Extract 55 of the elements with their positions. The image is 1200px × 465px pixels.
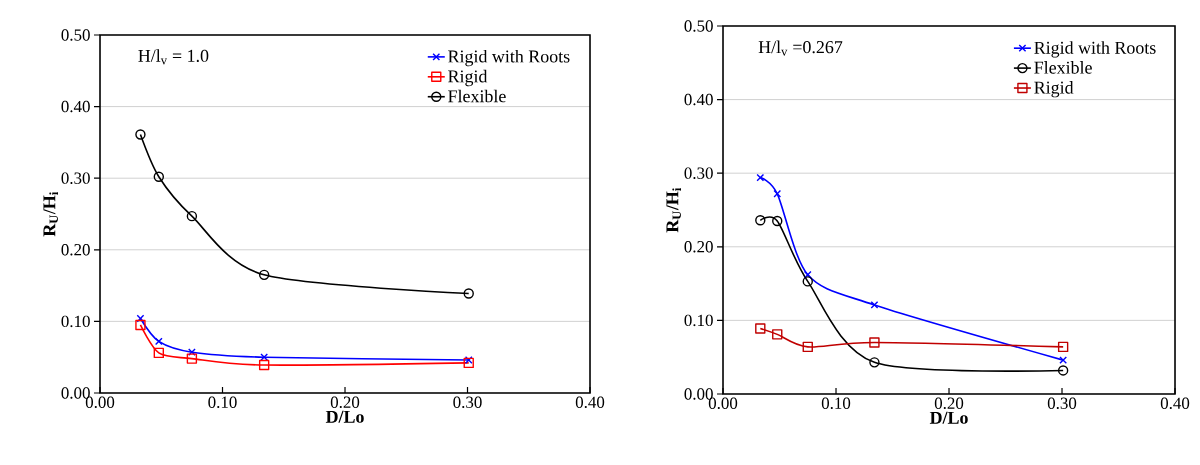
point xyxy=(186,210,198,222)
point xyxy=(869,337,880,348)
x-tick-label: 0.40 xyxy=(1160,397,1190,409)
y-tick-label: 0.50 xyxy=(684,20,713,32)
legend-label: Rigid with Roots xyxy=(1034,41,1156,58)
point xyxy=(153,347,165,359)
legend-label: Flexible xyxy=(448,89,506,103)
x-tick-label: 0.20 xyxy=(934,397,964,409)
point xyxy=(870,301,879,309)
point xyxy=(258,359,270,371)
point xyxy=(153,171,165,182)
x-tick-label: 0.10 xyxy=(821,397,851,409)
x-tick-label: 0.10 xyxy=(208,396,237,408)
x-tick-label: 0.20 xyxy=(330,396,360,408)
y-axis-title: R$_{U}$/H$_{i}$ xyxy=(43,191,59,237)
y-tick-label: 0.50 xyxy=(61,29,90,41)
point xyxy=(869,357,880,368)
y-tick-label: 0.10 xyxy=(61,315,90,328)
y-tick-label: 0.40 xyxy=(61,100,90,113)
x-tick-label: 0.30 xyxy=(1047,397,1077,409)
point xyxy=(154,337,163,346)
y-tick-label: 0.10 xyxy=(684,314,713,327)
x-tick-label: 0.30 xyxy=(453,396,482,408)
annotation: H/l$_{v}$ =0.267 xyxy=(758,40,843,56)
point xyxy=(802,341,813,353)
point xyxy=(1059,356,1068,365)
point xyxy=(463,357,474,369)
point xyxy=(463,288,474,299)
annotation: H/l$_{v}$ = 1.0 xyxy=(138,49,209,65)
legend-label: Rigid xyxy=(1034,81,1074,98)
point xyxy=(772,329,783,340)
point xyxy=(756,173,765,182)
legend-label: Flexible xyxy=(1034,61,1092,74)
y-tick-label: 0.20 xyxy=(61,244,90,256)
x-tick-label: 0.40 xyxy=(575,396,605,408)
x-axis-title: D/Lo xyxy=(929,411,968,424)
y-tick-label: 0.40 xyxy=(684,93,713,106)
x-axis-title: D/Lo xyxy=(325,410,364,423)
point xyxy=(186,353,198,364)
y-tick-label: 0.30 xyxy=(61,172,90,184)
point xyxy=(1057,341,1069,353)
point xyxy=(1057,365,1069,376)
legend-label: Rigid xyxy=(448,69,488,87)
point xyxy=(772,215,783,227)
point xyxy=(135,129,146,140)
legend-label: Rigid with Roots xyxy=(448,49,570,67)
y-tick-label: 0.30 xyxy=(684,167,713,179)
point xyxy=(135,319,146,331)
y-tick-label: 0.20 xyxy=(684,241,713,253)
point xyxy=(802,276,813,287)
point xyxy=(755,215,766,226)
point xyxy=(755,323,766,334)
point xyxy=(773,189,782,198)
point xyxy=(258,269,270,281)
y-axis-title: R$_{U}$/H$_{i}$ xyxy=(666,187,682,233)
